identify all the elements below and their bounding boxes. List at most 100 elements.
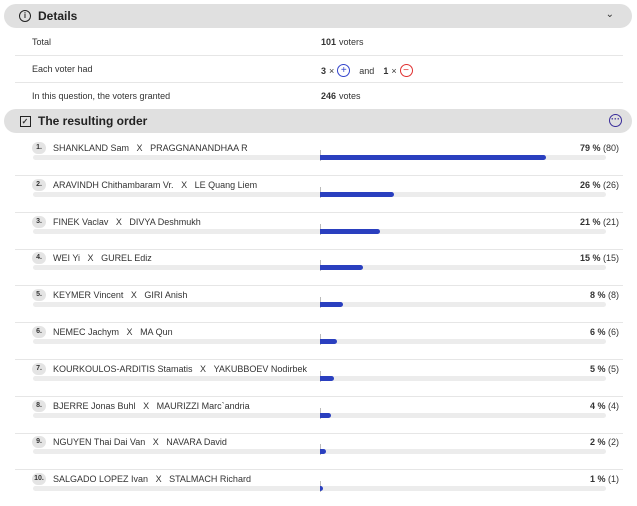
player-b: MAURIZZI Marc`andria — [156, 400, 250, 411]
pairing: SALGADO LOPEZ Ivan X STALMACH Richard — [53, 474, 251, 484]
separator: X — [115, 216, 122, 227]
rank-badge: 3. — [32, 215, 46, 228]
rank-badge: 4. — [32, 252, 46, 265]
checkbox-clipboard-icon: ✓ — [18, 114, 32, 128]
result-bar-track — [33, 223, 606, 235]
result-item: 5. KEYMER Vincent X GIRI Anish 8 % (8) — [15, 285, 623, 324]
info-icon: i — [18, 9, 32, 23]
player-a: ARAVINDH Chithambaram Vr. — [53, 179, 174, 190]
result-item: 9. NGUYEN Thai Dai Van X NAVARA David 2 … — [15, 432, 623, 471]
pct-value: 26 % — [579, 179, 601, 190]
result-bar-track — [33, 334, 606, 345]
separator: X — [126, 327, 133, 337]
times: × — [329, 65, 335, 76]
player-b: YAKUBBOEV Nodirbek — [213, 363, 307, 374]
chevron-down-icon[interactable]: ⌄ — [605, 9, 614, 20]
result-bar-track — [33, 297, 606, 309]
detail-row-total: Total 101 voters — [15, 28, 623, 56]
result-item: 10. SALGADO LOPEZ Ivan X STALMACH Richar… — [15, 469, 623, 506]
vote-count: (80) — [602, 143, 619, 153]
unit: votes — [339, 91, 361, 101]
player-a: KEYMER Vincent — [53, 290, 124, 301]
result-bar-fill — [320, 191, 395, 197]
player-b: NAVARA David — [166, 437, 227, 448]
value: 101 — [321, 37, 337, 47]
separator: X — [130, 290, 137, 301]
plus-icon: + — [337, 64, 351, 77]
label: In this question, the voters granted — [32, 91, 171, 101]
percentage: 6 % (6) — [590, 327, 619, 337]
percentage: 1 % (1) — [590, 474, 619, 484]
percentage: 15 % (15) — [580, 253, 619, 263]
result-bar-track — [33, 260, 606, 272]
rank-badge: 1. — [32, 142, 46, 154]
player-a: NEMEC Jachym — [53, 327, 120, 337]
minus-icon: − — [399, 64, 413, 77]
rank-badge: 10. — [32, 473, 46, 486]
result-bar-fill — [320, 302, 343, 308]
result-bar-fill — [320, 486, 323, 492]
result-item: 3. FINEK Vaclav X DIVYA Deshmukh 21 % (2… — [15, 212, 623, 250]
pct-value: 4 % — [589, 400, 606, 411]
player-b: GUREL Ediz — [101, 253, 152, 264]
result-bar-fill — [320, 155, 546, 160]
rank-badge: 9. — [32, 436, 46, 449]
rank-badge: 6. — [32, 326, 46, 338]
result-bar-fill — [320, 339, 338, 344]
player-b: MA Qun — [140, 327, 173, 337]
vote-count: (1) — [608, 474, 619, 485]
player-b: GIRI Anish — [144, 290, 188, 301]
percentage: 79 % (80) — [580, 143, 619, 153]
details-title: Details — [38, 9, 78, 23]
pct-value: 15 % — [579, 253, 601, 264]
value: 246 — [321, 91, 337, 101]
percentage: 26 % (26) — [580, 180, 619, 190]
separator: X — [181, 179, 188, 190]
player-a: KOURKOULOS-ARDITIS Stamatis — [53, 363, 193, 374]
result-bar-track — [33, 407, 606, 419]
pairing: KEYMER Vincent X GIRI Anish — [53, 290, 187, 300]
percentage: 8 % (8) — [590, 290, 619, 300]
percentage: 5 % (5) — [590, 364, 619, 374]
separator: X — [143, 400, 150, 411]
result-bar-track — [33, 186, 606, 198]
pct-value: 2 % — [589, 437, 606, 448]
result-bar-track — [33, 481, 606, 493]
player-b: LE Quang Liem — [194, 179, 258, 190]
result-bar-fill — [320, 412, 332, 418]
player-a: BJERRE Jonas Buhl — [53, 400, 136, 411]
result-bar-fill — [320, 375, 335, 381]
details-header[interactable]: i Details ⌄ — [4, 4, 632, 28]
result-item: 2. ARAVINDH Chithambaram Vr. X LE Quang … — [15, 175, 623, 213]
player-a: NGUYEN Thai Dai Van — [53, 437, 146, 448]
vote-count: (21) — [602, 216, 619, 227]
pairing: BJERRE Jonas Buhl X MAURIZZI Marc`andria — [53, 401, 250, 411]
result-bar-track — [33, 444, 606, 456]
result-bar-track — [33, 150, 606, 161]
percentage: 2 % (2) — [590, 437, 619, 447]
and-text: and — [359, 65, 375, 76]
result-item: 7. KOURKOULOS-ARDITIS Stamatis X YAKUBBO… — [15, 359, 623, 397]
pairing: FINEK Vaclav X DIVYA Deshmukh — [53, 217, 201, 227]
player-a: SALGADO LOPEZ Ivan — [53, 474, 149, 485]
pairing: KOURKOULOS-ARDITIS Stamatis X YAKUBBOEV … — [53, 364, 307, 374]
separator: X — [87, 253, 94, 264]
pct-value: 8 % — [589, 290, 606, 301]
separator: X — [200, 363, 207, 374]
more-options-icon[interactable]: ··· — [609, 114, 622, 127]
separator: X — [136, 143, 143, 153]
separator: X — [155, 474, 162, 485]
vote-count: (26) — [602, 179, 619, 190]
player-a: WEI Yi — [53, 253, 81, 264]
player-b: DIVYA Deshmukh — [129, 216, 201, 227]
pct-value: 21 % — [579, 216, 601, 227]
minus-count: 1 — [383, 65, 389, 76]
separator: X — [152, 437, 159, 448]
pct-value: 5 % — [589, 363, 606, 374]
vote-count: (5) — [608, 363, 619, 374]
result-bar-fill — [320, 228, 381, 234]
vote-count: (8) — [608, 290, 619, 301]
result-item: 4. WEI Yi X GUREL Ediz 15 % (15) — [15, 248, 623, 287]
detail-row-each-voter: Each voter had 3 × + and 1 × − — [15, 55, 623, 83]
pct-value: 79 % — [579, 143, 601, 153]
